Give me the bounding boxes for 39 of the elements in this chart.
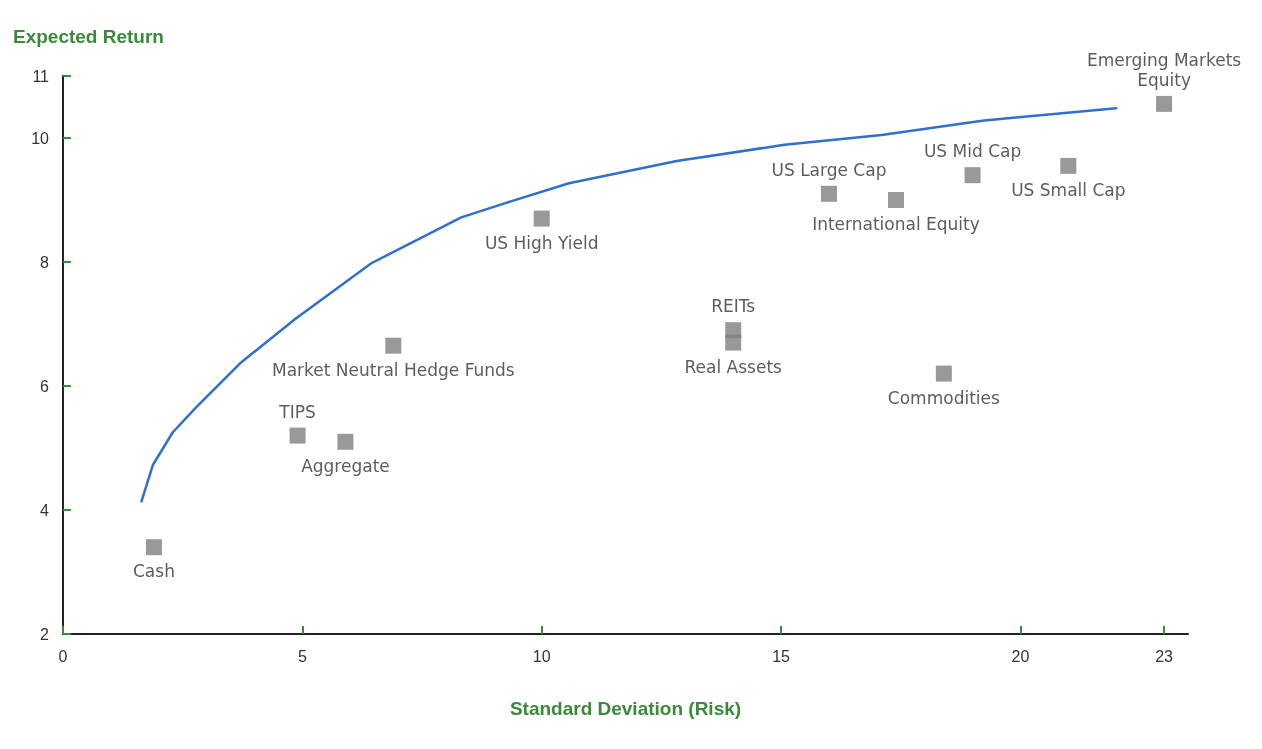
point — [964, 167, 981, 184]
y-tick-label: 10 — [31, 129, 50, 147]
x-tick-label: 10 — [532, 647, 551, 665]
point — [533, 210, 550, 227]
annotation: International Equity — [812, 214, 980, 234]
x-tick-label: 20 — [1011, 647, 1030, 665]
point — [887, 192, 904, 208]
annotation: US Small Cap — [1011, 179, 1126, 200]
annotation: Market Neutral Hedge Funds — [271, 359, 515, 380]
annotation: Emerging Markets Equity — [1086, 49, 1242, 90]
y-tick-label: 4 — [40, 501, 50, 519]
point — [725, 334, 742, 351]
y-tick-label: 8 — [40, 253, 50, 271]
y-tick-label: 2 — [40, 625, 50, 643]
x-tick-label: 0 — [58, 647, 68, 665]
y-tick-label: 11 — [32, 67, 50, 85]
annotation: Cash — [133, 561, 175, 582]
annotation: US Mid Cap — [923, 141, 1022, 162]
annotation: REITs — [711, 296, 756, 317]
point — [1060, 157, 1077, 174]
annotation: Aggregate — [301, 455, 390, 476]
annotation: Real Assets — [684, 356, 783, 377]
y-axis-title: Expected Return — [13, 26, 164, 47]
annotation: US High Yield — [484, 232, 599, 253]
x-tick-label: 23 — [1155, 647, 1174, 665]
point — [935, 365, 952, 382]
annotation: US Large Cap — [771, 159, 887, 180]
point — [385, 337, 402, 354]
point — [1156, 95, 1173, 112]
annotation: TIPS — [278, 401, 316, 422]
annotation: Commodities — [887, 387, 1000, 408]
x-tick-label: 15 — [772, 647, 791, 665]
point — [820, 185, 837, 202]
x-axis-title: Standard Deviation (Risk) — [509, 698, 742, 719]
point — [337, 433, 354, 450]
x-tick-label: 5 — [297, 647, 307, 665]
y-tick-label: 6 — [40, 377, 50, 395]
point — [289, 427, 306, 444]
point — [145, 539, 162, 556]
